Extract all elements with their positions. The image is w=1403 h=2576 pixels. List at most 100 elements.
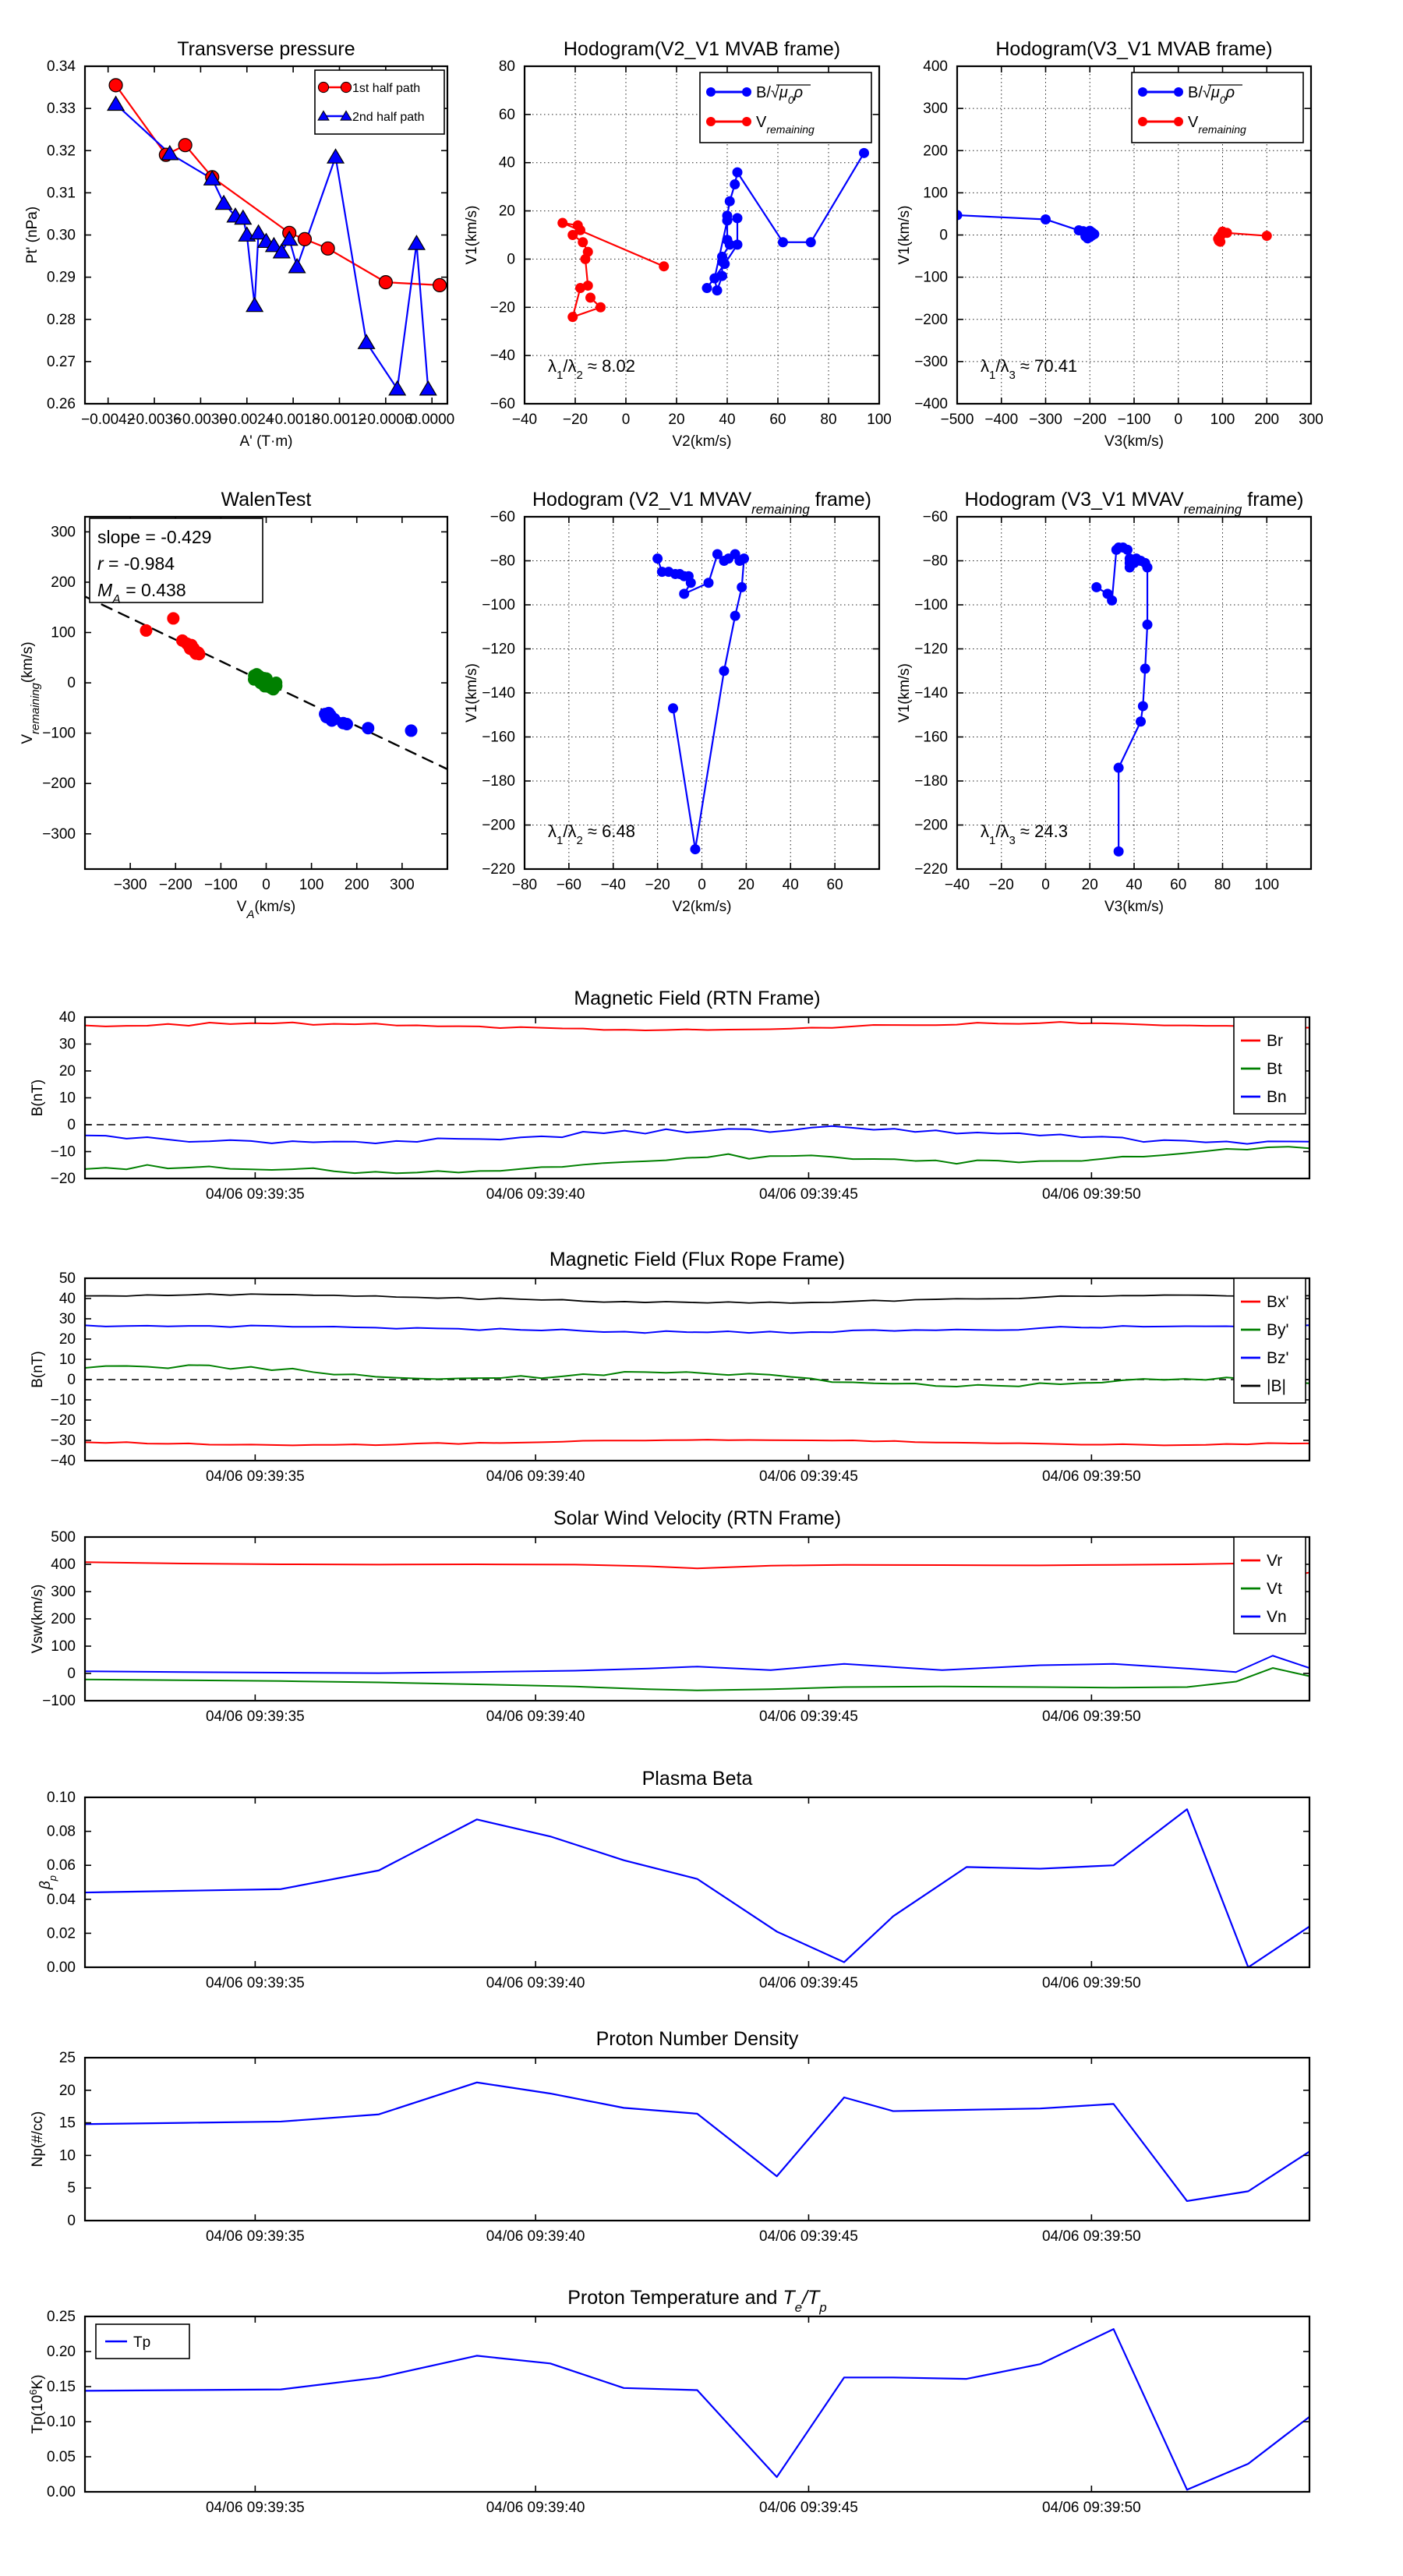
svg-text:−200: −200 bbox=[42, 776, 76, 792]
svg-text:−20: −20 bbox=[490, 299, 515, 316]
svg-text:04/06 09:39:35: 04/06 09:39:35 bbox=[206, 1186, 305, 1203]
svg-text:Br: Br bbox=[1267, 1032, 1283, 1050]
svg-text:40: 40 bbox=[59, 1009, 76, 1026]
svg-text:Vsw(km/s): Vsw(km/s) bbox=[30, 1585, 46, 1654]
svg-text:−40: −40 bbox=[601, 877, 626, 893]
svg-text:0.02: 0.02 bbox=[47, 1925, 76, 1942]
svg-text:Vn: Vn bbox=[1267, 1608, 1287, 1626]
svg-text:Bt: Bt bbox=[1267, 1060, 1282, 1078]
svg-text:20: 20 bbox=[1082, 877, 1098, 893]
svg-text:−80: −80 bbox=[490, 553, 515, 570]
svg-text:100: 100 bbox=[1210, 412, 1235, 428]
svg-text:V1(km/s): V1(km/s) bbox=[896, 663, 913, 723]
svg-text:−40: −40 bbox=[945, 877, 970, 893]
svg-text:Magnetic Field (RTN Frame): Magnetic Field (RTN Frame) bbox=[574, 988, 820, 1009]
svg-text:By': By' bbox=[1267, 1321, 1289, 1339]
svg-text:0.34: 0.34 bbox=[47, 58, 76, 75]
svg-text:10: 10 bbox=[59, 2147, 76, 2164]
svg-text:10: 10 bbox=[59, 1352, 76, 1368]
svg-text:B(nT): B(nT) bbox=[30, 1351, 46, 1388]
svg-text:0.00: 0.00 bbox=[47, 1959, 76, 1976]
svg-text:−160: −160 bbox=[914, 730, 948, 746]
svg-text:−500: −500 bbox=[941, 412, 974, 428]
svg-text:−30: −30 bbox=[51, 1433, 76, 1449]
svg-text:04/06 09:39:50: 04/06 09:39:50 bbox=[1042, 1468, 1141, 1485]
svg-text:−100: −100 bbox=[204, 877, 238, 893]
svg-text:80: 80 bbox=[820, 412, 836, 428]
svg-text:100: 100 bbox=[51, 625, 76, 641]
svg-text:WalenTest: WalenTest bbox=[221, 489, 312, 511]
svg-text:04/06 09:39:45: 04/06 09:39:45 bbox=[759, 2500, 858, 2516]
svg-text:04/06 09:39:40: 04/06 09:39:40 bbox=[486, 2500, 585, 2516]
svg-text:Proton Number Density: Proton Number Density bbox=[596, 2028, 799, 2050]
svg-text:0: 0 bbox=[67, 1117, 76, 1133]
svg-text:200: 200 bbox=[1254, 412, 1279, 428]
svg-text:0: 0 bbox=[67, 1372, 76, 1388]
svg-text:20: 20 bbox=[59, 2083, 76, 2099]
svg-text:04/06 09:39:40: 04/06 09:39:40 bbox=[486, 1186, 585, 1203]
svg-text:−120: −120 bbox=[914, 641, 948, 658]
svg-text:04/06 09:39:45: 04/06 09:39:45 bbox=[759, 1708, 858, 1725]
svg-text:200: 200 bbox=[345, 877, 369, 893]
svg-text:−100: −100 bbox=[42, 726, 76, 742]
svg-text:0: 0 bbox=[262, 877, 270, 893]
svg-text:Plasma Beta: Plasma Beta bbox=[642, 1768, 753, 1790]
svg-text:−200: −200 bbox=[914, 312, 948, 328]
svg-text:300: 300 bbox=[51, 524, 76, 540]
svg-text:V2(km/s): V2(km/s) bbox=[673, 433, 732, 450]
svg-text:V1(km/s): V1(km/s) bbox=[464, 206, 480, 265]
svg-text:−200: −200 bbox=[1073, 412, 1107, 428]
svg-text:0: 0 bbox=[622, 412, 631, 428]
svg-text:0: 0 bbox=[67, 2213, 76, 2229]
svg-text:Transverse pressure: Transverse pressure bbox=[177, 38, 355, 60]
svg-text:V3(km/s): V3(km/s) bbox=[1104, 899, 1164, 915]
svg-text:04/06 09:39:35: 04/06 09:39:35 bbox=[206, 2228, 305, 2245]
svg-text:25: 25 bbox=[59, 2050, 76, 2066]
svg-text:0.0000: 0.0000 bbox=[409, 412, 454, 428]
svg-text:−200: −200 bbox=[482, 818, 515, 834]
svg-text:0.28: 0.28 bbox=[47, 312, 76, 328]
svg-text:0.00: 0.00 bbox=[47, 2484, 76, 2500]
svg-text:0: 0 bbox=[67, 675, 76, 691]
svg-text:−100: −100 bbox=[42, 1693, 76, 1709]
svg-text:Solar Wind Velocity (RTN Frame: Solar Wind Velocity (RTN Frame) bbox=[553, 1507, 841, 1529]
svg-text:0: 0 bbox=[939, 228, 948, 244]
svg-text:500: 500 bbox=[51, 1529, 76, 1546]
svg-text:0.10: 0.10 bbox=[47, 1790, 76, 1806]
svg-text:0.05: 0.05 bbox=[47, 2449, 76, 2465]
svg-text:0.33: 0.33 bbox=[47, 101, 76, 117]
svg-text:0.06: 0.06 bbox=[47, 1857, 76, 1874]
svg-text:1st half path: 1st half path bbox=[352, 82, 420, 95]
svg-text:−300: −300 bbox=[114, 877, 147, 893]
svg-text:100: 100 bbox=[299, 877, 324, 893]
svg-text:0: 0 bbox=[67, 1666, 76, 1682]
svg-text:−0.0006: −0.0006 bbox=[359, 412, 412, 428]
svg-text:Bx': Bx' bbox=[1267, 1293, 1289, 1311]
svg-text:Tp: Tp bbox=[133, 2334, 150, 2351]
svg-text:20: 20 bbox=[668, 412, 684, 428]
svg-text:0.29: 0.29 bbox=[47, 270, 76, 286]
svg-text:300: 300 bbox=[390, 877, 415, 893]
svg-text:15: 15 bbox=[59, 2115, 76, 2132]
svg-text:10: 10 bbox=[59, 1090, 76, 1107]
svg-text:0.32: 0.32 bbox=[47, 143, 76, 159]
svg-text:20: 20 bbox=[499, 203, 515, 220]
svg-text:−20: −20 bbox=[989, 877, 1014, 893]
svg-text:Vt: Vt bbox=[1267, 1580, 1282, 1598]
svg-text:100: 100 bbox=[867, 412, 892, 428]
svg-text:04/06 09:39:50: 04/06 09:39:50 bbox=[1042, 1975, 1141, 1991]
svg-text:04/06 09:39:40: 04/06 09:39:40 bbox=[486, 1975, 585, 1991]
svg-text:−400: −400 bbox=[984, 412, 1018, 428]
svg-text:−220: −220 bbox=[914, 861, 948, 878]
svg-text:04/06 09:39:40: 04/06 09:39:40 bbox=[486, 2228, 585, 2245]
svg-text:Pt' (nPa): Pt' (nPa) bbox=[24, 207, 41, 263]
svg-text:300: 300 bbox=[1299, 412, 1323, 428]
svg-text:0.15: 0.15 bbox=[47, 2379, 76, 2395]
svg-text:0.25: 0.25 bbox=[47, 2309, 76, 2325]
svg-text:−140: −140 bbox=[482, 685, 515, 701]
svg-text:Bn: Bn bbox=[1267, 1088, 1287, 1106]
svg-text:−20: −20 bbox=[51, 1171, 76, 1187]
svg-text:04/06 09:39:40: 04/06 09:39:40 bbox=[486, 1468, 585, 1485]
svg-text:100: 100 bbox=[923, 185, 948, 201]
svg-text:0: 0 bbox=[698, 877, 706, 893]
